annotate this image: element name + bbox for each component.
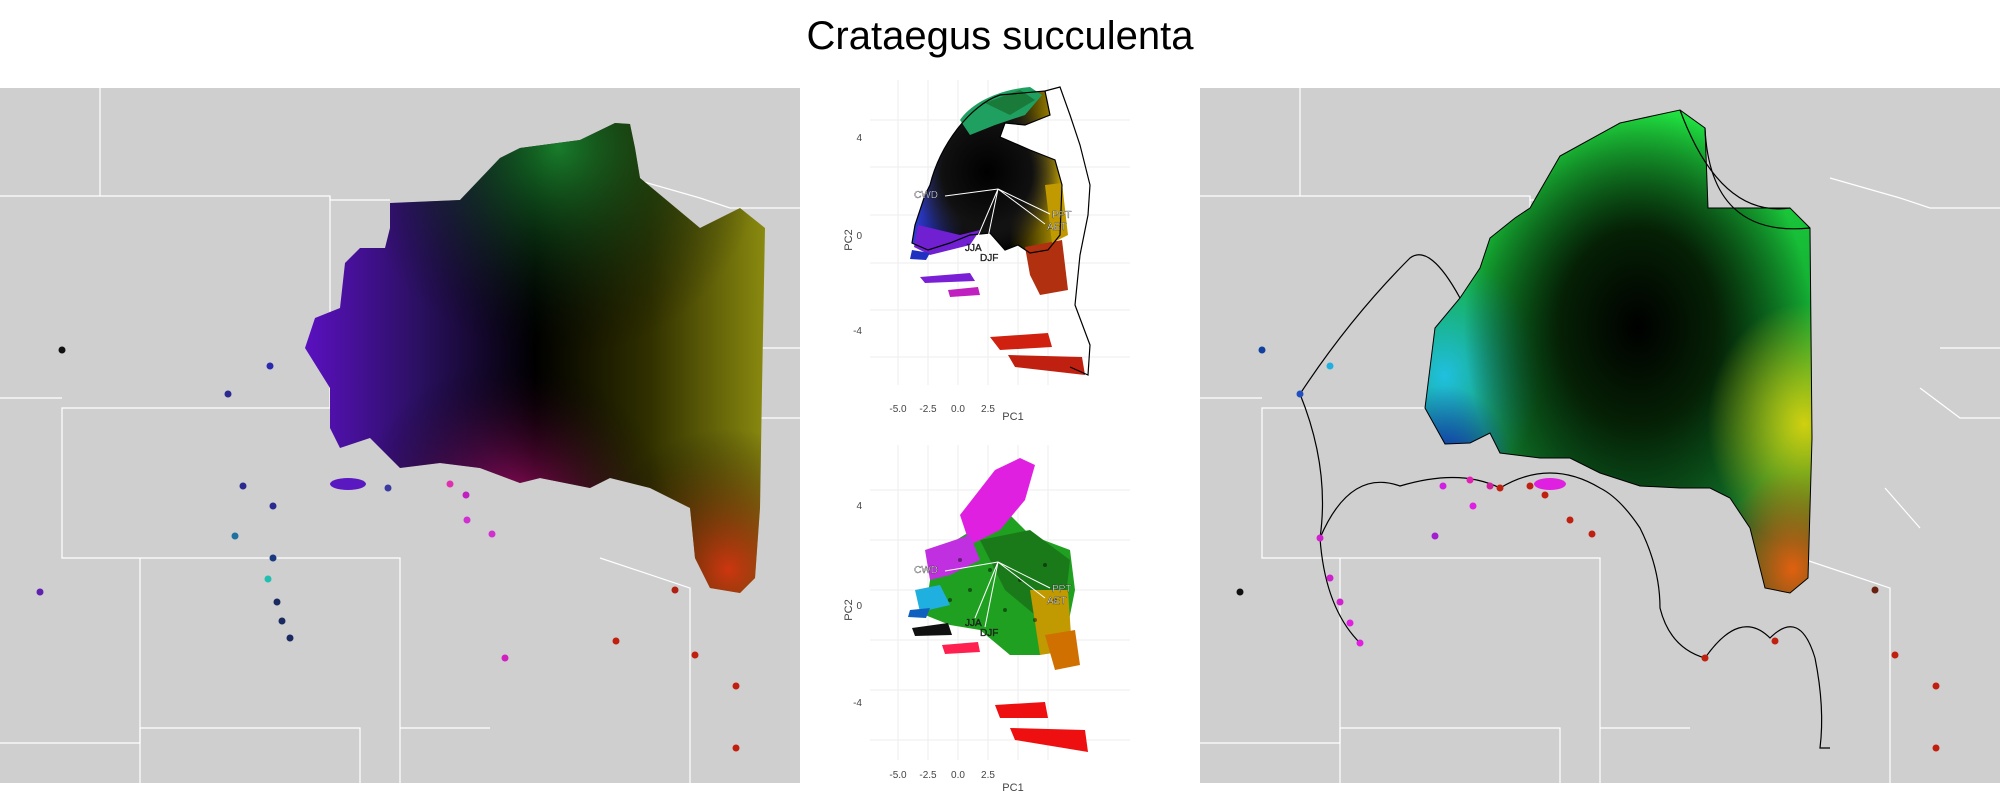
x-tick: 0.0 bbox=[951, 404, 965, 415]
point bbox=[1316, 534, 1324, 542]
x-tick: -2.5 bbox=[919, 770, 937, 781]
vector-label-jja: JJA bbox=[965, 243, 982, 254]
vector-label-djf: DJF bbox=[980, 253, 998, 264]
point bbox=[269, 554, 277, 562]
point bbox=[1346, 619, 1354, 627]
point bbox=[384, 484, 392, 492]
pca-top-panel: CWD PPT AET JJA DJF 4 0 -4 -5.0 -2.5 0.0… bbox=[830, 75, 1170, 423]
point bbox=[239, 482, 247, 490]
point bbox=[58, 346, 66, 354]
x-tick: -2.5 bbox=[919, 404, 937, 415]
point bbox=[1356, 639, 1364, 647]
left-map-svg bbox=[0, 88, 800, 783]
x-tick: 0.0 bbox=[951, 770, 965, 781]
point bbox=[1439, 482, 1447, 490]
vector-label-ppt: PPT bbox=[1052, 210, 1071, 221]
right-range bbox=[1424, 109, 1813, 594]
point bbox=[286, 634, 294, 642]
x-tick: -5.0 bbox=[889, 404, 907, 415]
point bbox=[446, 480, 454, 488]
point bbox=[1932, 744, 1940, 752]
pca-top-svg: CWD PPT AET JJA DJF 4 0 -4 -5.0 -2.5 0.0… bbox=[843, 80, 1130, 423]
vector-label-cwd: CWD bbox=[914, 190, 938, 201]
pca-top-cloud bbox=[910, 86, 1091, 376]
left-range bbox=[305, 123, 765, 593]
y-axis-label: PC2 bbox=[843, 599, 855, 620]
vector-label-jja: JJA bbox=[965, 618, 982, 629]
y-tick: 0 bbox=[856, 231, 862, 242]
point bbox=[224, 390, 232, 398]
point bbox=[1326, 574, 1334, 582]
y-tick: -4 bbox=[853, 698, 862, 709]
pca-bottom-vector-labels: CWD PPT AET JJA DJF bbox=[914, 565, 1072, 639]
point bbox=[732, 682, 740, 690]
point bbox=[1588, 530, 1596, 538]
point bbox=[231, 532, 239, 540]
point bbox=[1541, 491, 1549, 499]
x-tick: 2.5 bbox=[981, 404, 995, 415]
figure-title: Crataegus succulenta bbox=[806, 14, 1194, 58]
y-tick: 4 bbox=[856, 133, 862, 144]
point bbox=[488, 530, 496, 538]
point bbox=[612, 637, 620, 645]
point bbox=[1236, 588, 1244, 596]
point bbox=[273, 598, 281, 606]
pca-top-vector-labels: CWD PPT AET JJA DJF bbox=[914, 190, 1072, 264]
point bbox=[1891, 651, 1899, 659]
point bbox=[1258, 346, 1266, 354]
point bbox=[691, 651, 699, 659]
point bbox=[732, 744, 740, 752]
point bbox=[462, 491, 470, 499]
x-tick: -5.0 bbox=[889, 770, 907, 781]
y-tick: 4 bbox=[856, 501, 862, 512]
point bbox=[1701, 654, 1709, 662]
point bbox=[266, 362, 274, 370]
x-tick: 2.5 bbox=[981, 770, 995, 781]
y-tick: -4 bbox=[853, 326, 862, 337]
right-map bbox=[1200, 88, 2000, 783]
pca-bottom-panel: CWD PPT AET JJA DJF 4 0 -4 -5.0 -2.5 0.0… bbox=[830, 440, 1170, 795]
x-axis-label: PC1 bbox=[1002, 411, 1023, 420]
x-axis-label: PC1 bbox=[1002, 782, 1023, 794]
vector-label-djf: DJF bbox=[980, 628, 998, 639]
point bbox=[1336, 598, 1344, 606]
right-points bbox=[1236, 346, 1940, 752]
point bbox=[1469, 502, 1477, 510]
pca-bottom-vectors bbox=[944, 561, 1051, 628]
point bbox=[1932, 682, 1940, 690]
vector-label-cwd: CWD bbox=[914, 565, 938, 576]
point bbox=[1296, 390, 1304, 398]
pca-bottom-axes: 4 0 -4 -5.0 -2.5 0.0 2.5 PC1 PC2 bbox=[843, 501, 1024, 794]
point bbox=[1486, 482, 1494, 490]
point bbox=[1431, 532, 1439, 540]
vector-label-aet: AET bbox=[1047, 222, 1066, 233]
point bbox=[1871, 586, 1879, 594]
point bbox=[264, 575, 272, 583]
point bbox=[1566, 516, 1574, 524]
y-axis-label: PC2 bbox=[843, 229, 855, 250]
vector-label-ppt: PPT bbox=[1052, 584, 1071, 595]
left-map bbox=[0, 88, 800, 783]
point bbox=[1466, 476, 1474, 484]
right-map-svg bbox=[1200, 88, 2000, 783]
pca-bottom-svg: CWD PPT AET JJA DJF 4 0 -4 -5.0 -2.5 0.0… bbox=[843, 445, 1130, 794]
pca-top-vectors bbox=[944, 188, 1051, 253]
point bbox=[1771, 637, 1779, 645]
point bbox=[269, 502, 277, 510]
point bbox=[1496, 484, 1504, 492]
point bbox=[501, 654, 509, 662]
point bbox=[1326, 362, 1334, 370]
point bbox=[671, 586, 679, 594]
y-tick: 0 bbox=[856, 601, 862, 612]
left-points bbox=[36, 346, 740, 752]
point bbox=[463, 516, 471, 524]
point bbox=[1526, 482, 1534, 490]
pca-bottom-cloud bbox=[908, 458, 1088, 752]
vector-label-aet: AET bbox=[1047, 596, 1066, 607]
point bbox=[278, 617, 286, 625]
point bbox=[36, 588, 44, 596]
